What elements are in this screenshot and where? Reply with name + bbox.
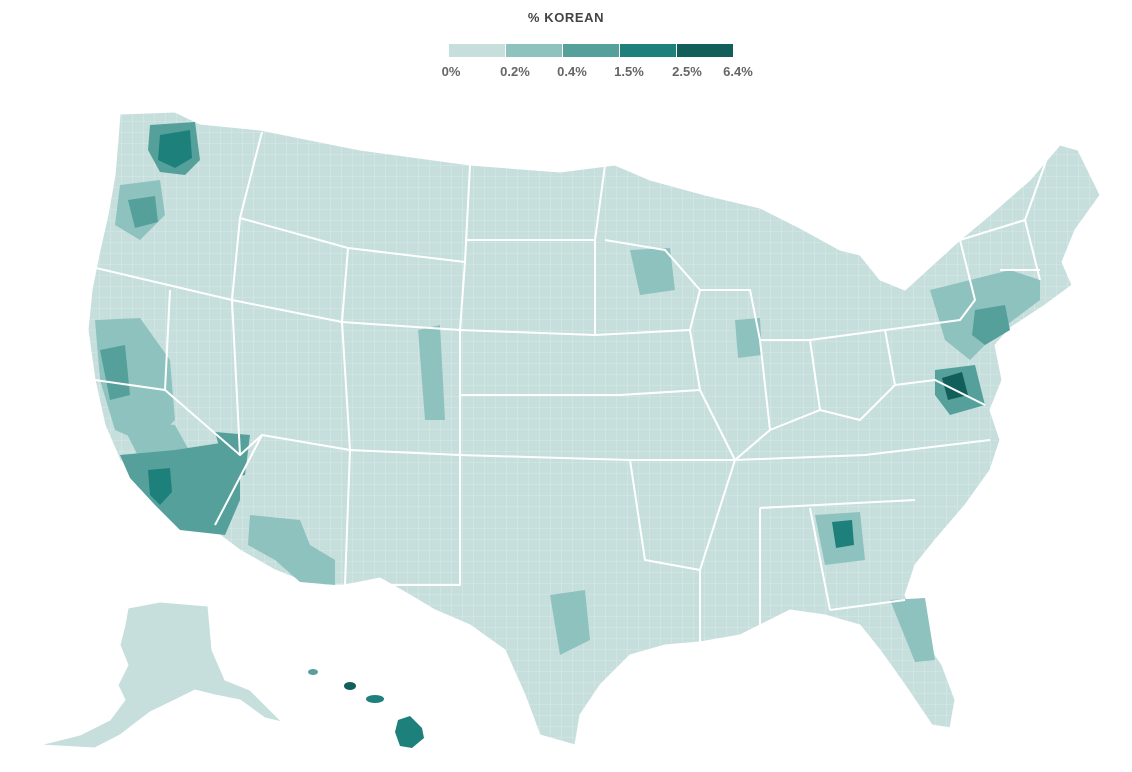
legend-swatch-4 <box>677 44 733 57</box>
area-bay-area <box>100 345 130 400</box>
legend-swatch-1 <box>506 44 562 57</box>
hawaii-oahu <box>344 682 356 690</box>
area-texas-central <box>550 590 590 655</box>
area-new-york-metro <box>972 305 1010 345</box>
legend-label-1: 0.2% <box>500 64 530 79</box>
area-southern-nevada <box>215 432 250 478</box>
legend-swatch-0 <box>449 44 505 57</box>
legend: % KOREAN 0% 0.2% 0.4% 1.5% 2.5% 6.4% <box>0 0 1132 90</box>
alaska-landmass <box>39 601 284 749</box>
area-colorado-front-range <box>418 325 445 420</box>
area-los-angeles <box>148 468 172 505</box>
area-minneapolis <box>630 248 675 295</box>
legend-labels: 0% 0.2% 0.4% 1.5% 2.5% 6.4% <box>0 64 1132 84</box>
hawaii-kauai <box>308 669 318 675</box>
area-atlanta-core <box>832 520 854 548</box>
legend-label-0: 0% <box>441 64 461 79</box>
legend-swatch-2 <box>563 44 619 57</box>
concentration-areas <box>95 122 1040 662</box>
legend-swatch-3 <box>620 44 676 57</box>
hawaii-maui-county <box>366 695 384 703</box>
area-southern-california <box>120 440 240 535</box>
hawaii <box>308 669 424 748</box>
legend-color-scale <box>449 44 734 57</box>
legend-label-end: 6.4% <box>723 64 753 79</box>
area-chicago <box>735 318 762 358</box>
hawaii-big-island <box>395 716 424 748</box>
area-arizona <box>248 515 335 585</box>
area-willamette <box>128 196 158 228</box>
area-florida <box>890 598 935 662</box>
state-borders <box>94 131 1051 642</box>
legend-label-3: 1.5% <box>614 64 644 79</box>
legend-label-4: 2.5% <box>672 64 702 79</box>
legend-title: % KOREAN <box>527 10 605 25</box>
area-seattle-metro <box>158 130 192 168</box>
legend-label-2: 0.4% <box>557 64 587 79</box>
